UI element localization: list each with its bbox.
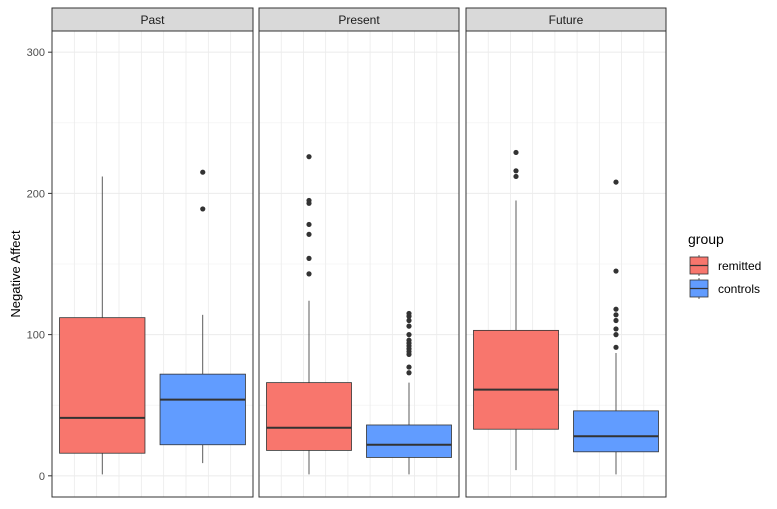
outlier-point bbox=[200, 169, 206, 175]
legend-label-controls: controls bbox=[718, 282, 760, 296]
outlier-point bbox=[613, 344, 619, 350]
outlier-point bbox=[406, 310, 412, 317]
y-tick-label: 100 bbox=[27, 330, 45, 342]
outlier-point bbox=[613, 317, 619, 324]
y-tick-label: 200 bbox=[27, 188, 45, 200]
outlier-point bbox=[406, 323, 412, 329]
legend-label-remitted: remitted bbox=[718, 259, 761, 273]
outlier-point bbox=[613, 312, 619, 318]
panel-border bbox=[258, 30, 460, 498]
outlier-point bbox=[406, 337, 412, 343]
outlier-point bbox=[613, 306, 619, 312]
outlier-point bbox=[613, 332, 619, 338]
outlier-point bbox=[513, 173, 519, 180]
y-axis-title: Negative Affect bbox=[8, 230, 23, 318]
facet-strip-label: Present bbox=[338, 13, 380, 27]
box-remitted bbox=[266, 382, 352, 451]
panel-border bbox=[465, 30, 667, 498]
y-tick-label: 300 bbox=[27, 47, 45, 59]
outlier-point bbox=[306, 154, 312, 160]
outlier-point bbox=[406, 317, 412, 324]
outlier-point bbox=[406, 364, 412, 370]
y-tick-label: 0 bbox=[39, 471, 45, 483]
outlier-point bbox=[513, 149, 519, 156]
outlier-point bbox=[306, 197, 312, 204]
outlier-point bbox=[613, 268, 619, 274]
outlier-point bbox=[613, 326, 619, 332]
box-controls bbox=[573, 410, 659, 453]
outlier-point bbox=[306, 255, 312, 261]
outlier-point bbox=[306, 221, 312, 228]
outlier-point bbox=[200, 206, 206, 212]
legend-title: group bbox=[688, 231, 724, 247]
outlier-point bbox=[513, 168, 519, 174]
box-controls bbox=[366, 424, 452, 458]
outlier-point bbox=[613, 179, 619, 185]
facet-strip-label: Future bbox=[549, 13, 584, 27]
panel-border bbox=[51, 30, 254, 498]
outlier-point bbox=[406, 370, 412, 376]
facet-strip-label: Past bbox=[140, 13, 165, 27]
outlier-point bbox=[306, 231, 312, 237]
box-controls bbox=[159, 373, 246, 446]
box-remitted bbox=[473, 329, 559, 430]
outlier-point bbox=[306, 271, 312, 277]
box-remitted bbox=[59, 317, 146, 454]
outlier-point bbox=[406, 332, 412, 338]
